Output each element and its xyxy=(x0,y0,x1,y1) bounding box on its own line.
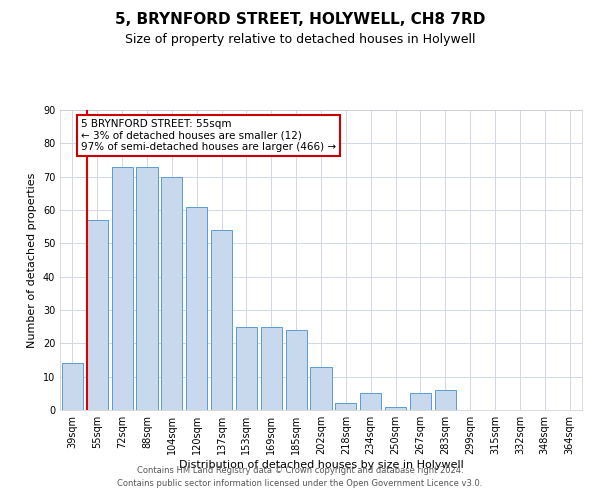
Y-axis label: Number of detached properties: Number of detached properties xyxy=(27,172,37,348)
Text: 5 BRYNFORD STREET: 55sqm
← 3% of detached houses are smaller (12)
97% of semi-de: 5 BRYNFORD STREET: 55sqm ← 3% of detache… xyxy=(81,119,336,152)
Bar xyxy=(136,166,158,410)
Bar xyxy=(62,364,83,410)
Bar xyxy=(211,230,232,410)
Bar xyxy=(286,330,307,410)
Bar xyxy=(360,394,381,410)
Bar xyxy=(410,394,431,410)
Bar xyxy=(161,176,182,410)
Bar xyxy=(385,406,406,410)
Bar xyxy=(186,206,207,410)
Bar xyxy=(112,166,133,410)
Bar xyxy=(435,390,456,410)
Text: Size of property relative to detached houses in Holywell: Size of property relative to detached ho… xyxy=(125,32,475,46)
Bar xyxy=(335,404,356,410)
Bar xyxy=(87,220,108,410)
X-axis label: Distribution of detached houses by size in Holywell: Distribution of detached houses by size … xyxy=(179,460,463,470)
Bar xyxy=(310,366,332,410)
Bar xyxy=(261,326,282,410)
Text: 5, BRYNFORD STREET, HOLYWELL, CH8 7RD: 5, BRYNFORD STREET, HOLYWELL, CH8 7RD xyxy=(115,12,485,28)
Text: Contains HM Land Registry data © Crown copyright and database right 2024.
Contai: Contains HM Land Registry data © Crown c… xyxy=(118,466,482,487)
Bar xyxy=(236,326,257,410)
